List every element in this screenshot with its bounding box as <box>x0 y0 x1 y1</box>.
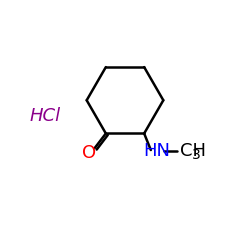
Text: HCl: HCl <box>29 107 60 125</box>
Text: O: O <box>82 144 96 162</box>
Text: CH: CH <box>180 142 206 160</box>
Text: 3: 3 <box>192 148 200 162</box>
Text: HN: HN <box>144 142 171 160</box>
